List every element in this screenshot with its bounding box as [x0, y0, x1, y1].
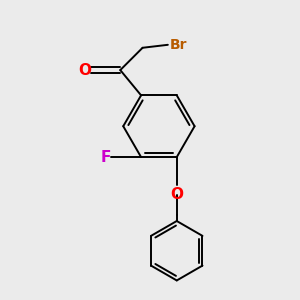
Text: O: O — [170, 187, 183, 202]
Text: O: O — [79, 63, 92, 78]
Text: F: F — [101, 150, 111, 165]
Text: Br: Br — [169, 38, 187, 52]
